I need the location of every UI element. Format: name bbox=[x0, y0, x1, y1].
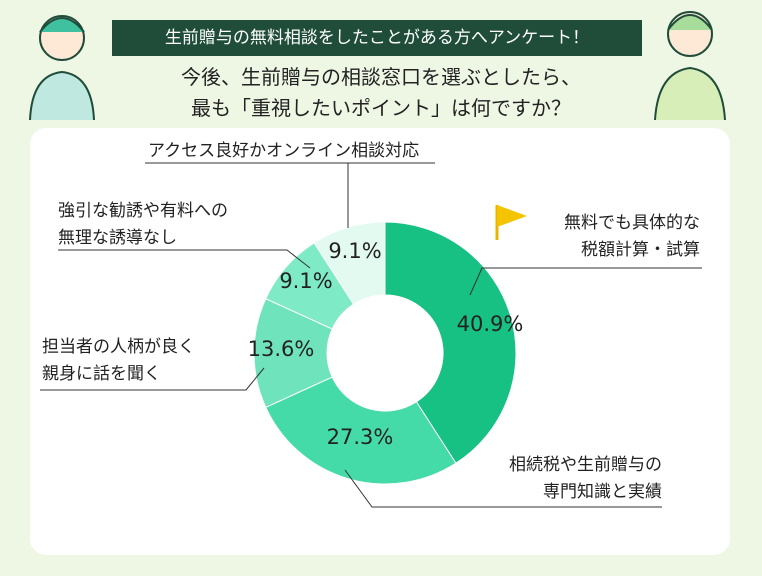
person-right bbox=[654, 11, 726, 121]
category-label: 担当者の人柄が良く 親身に話を聞く bbox=[42, 337, 195, 384]
category-label: 相続税や生前贈与の 専門知識と実績 bbox=[509, 455, 662, 502]
category-label: 強引な勧誘や有料への 無理な誘導なし bbox=[58, 201, 228, 248]
value-label: 13.6% bbox=[248, 337, 315, 361]
leader-line bbox=[40, 367, 265, 391]
donut-slice bbox=[384, 221, 517, 464]
value-label: 27.3% bbox=[327, 425, 394, 449]
leader-line bbox=[145, 162, 435, 228]
value-label: 9.1% bbox=[279, 269, 332, 293]
leader-line bbox=[58, 249, 311, 269]
subtitle: 今後、生前贈与の相談窓口を選ぶとしたら、 最も「重視したいポイント」は何ですか？ bbox=[181, 65, 581, 120]
person-left bbox=[29, 15, 95, 121]
category-label: アクセス良好かオンライン相談対応 bbox=[148, 141, 420, 161]
leader-line bbox=[344, 469, 662, 508]
donut-slice bbox=[313, 221, 386, 305]
card bbox=[30, 128, 730, 555]
category-label: 無料でも具体的な 税額計算・試算 bbox=[564, 213, 700, 260]
flag-icon bbox=[495, 205, 527, 240]
donut-slice bbox=[265, 376, 457, 485]
value-label: 40.9% bbox=[457, 312, 524, 336]
value-label: 9.1% bbox=[328, 239, 381, 263]
title-banner: 生前贈与の無料相談をしたことがある方へアンケート！ bbox=[112, 20, 642, 56]
leader-line bbox=[469, 267, 702, 296]
